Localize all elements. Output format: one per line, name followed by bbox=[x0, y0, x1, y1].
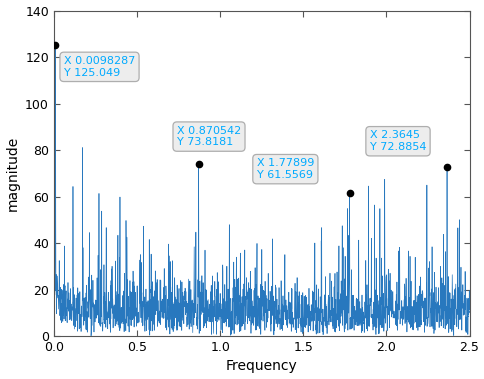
Y-axis label: magnitude: magnitude bbox=[5, 136, 19, 211]
Text: X 0.0098287
Y 125.049: X 0.0098287 Y 125.049 bbox=[64, 56, 135, 78]
X-axis label: Frequency: Frequency bbox=[226, 359, 297, 373]
Text: X 1.77899
Y 61.5569: X 1.77899 Y 61.5569 bbox=[256, 158, 314, 180]
Text: X 0.870542
Y 73.8181: X 0.870542 Y 73.8181 bbox=[177, 126, 241, 147]
Text: X 2.3645
Y 72.8854: X 2.3645 Y 72.8854 bbox=[369, 130, 425, 152]
